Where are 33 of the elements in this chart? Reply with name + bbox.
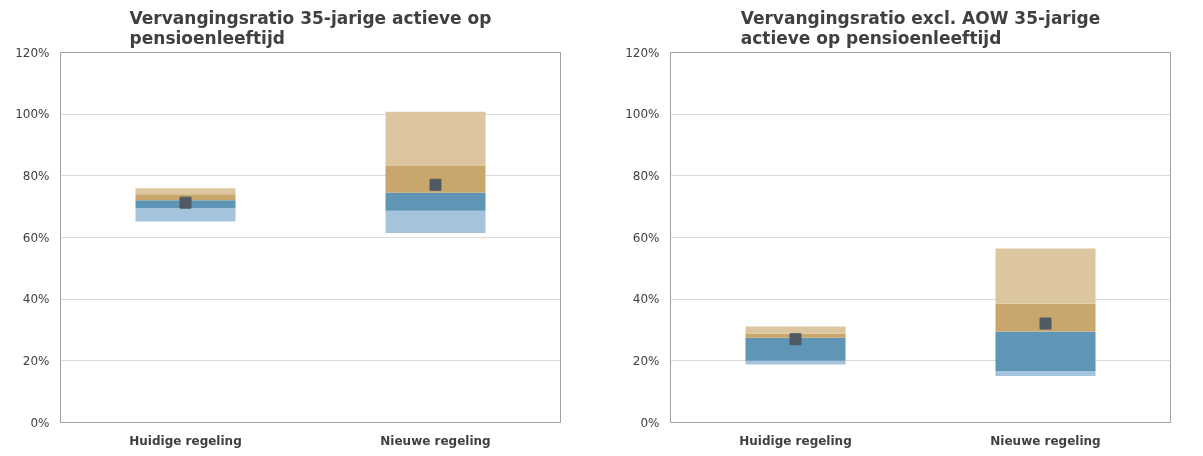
y-tick-label: 60% — [632, 230, 660, 245]
y-tick-label: 60% — [22, 230, 50, 245]
y-tick-label: 20% — [632, 353, 660, 368]
bar — [745, 337, 846, 361]
bar — [135, 194, 236, 201]
bar — [135, 188, 236, 195]
bar — [995, 371, 1096, 376]
y-tick-label: 120% — [15, 45, 50, 60]
bar — [385, 210, 486, 233]
y-tick-label: 80% — [632, 168, 660, 183]
chart-title: Vervangingsratio excl. AOW 35-jarige actieve op pensioenleeftijd — [740, 7, 1101, 48]
bar — [385, 165, 486, 193]
bar — [385, 111, 486, 166]
y-tick-label: 100% — [15, 107, 50, 122]
bar — [745, 360, 846, 365]
bar — [135, 207, 236, 222]
x-tick-label: Nieuwe regeling — [990, 433, 1101, 448]
y-tick-label: 100% — [625, 107, 660, 122]
y-tick-label: 0% — [30, 415, 50, 430]
bar — [995, 303, 1096, 332]
y-tick-label: 40% — [22, 292, 50, 307]
bar — [385, 192, 486, 211]
x-tick-label: Huidige regeling — [129, 433, 242, 448]
y-tick-label: 0% — [640, 415, 660, 430]
y-tick-label: 80% — [22, 168, 50, 183]
chart-title: Vervangingsratio 35-jarige actieve op pensioenleeftijd — [129, 7, 492, 48]
y-tick-label: 120% — [625, 45, 660, 60]
y-tick-label: 20% — [22, 353, 50, 368]
x-tick-label: Nieuwe regeling — [380, 433, 491, 448]
bar — [995, 248, 1096, 304]
x-tick-label: Huidige regeling — [739, 433, 852, 448]
y-tick-label: 40% — [632, 292, 660, 307]
bar — [995, 331, 1096, 372]
